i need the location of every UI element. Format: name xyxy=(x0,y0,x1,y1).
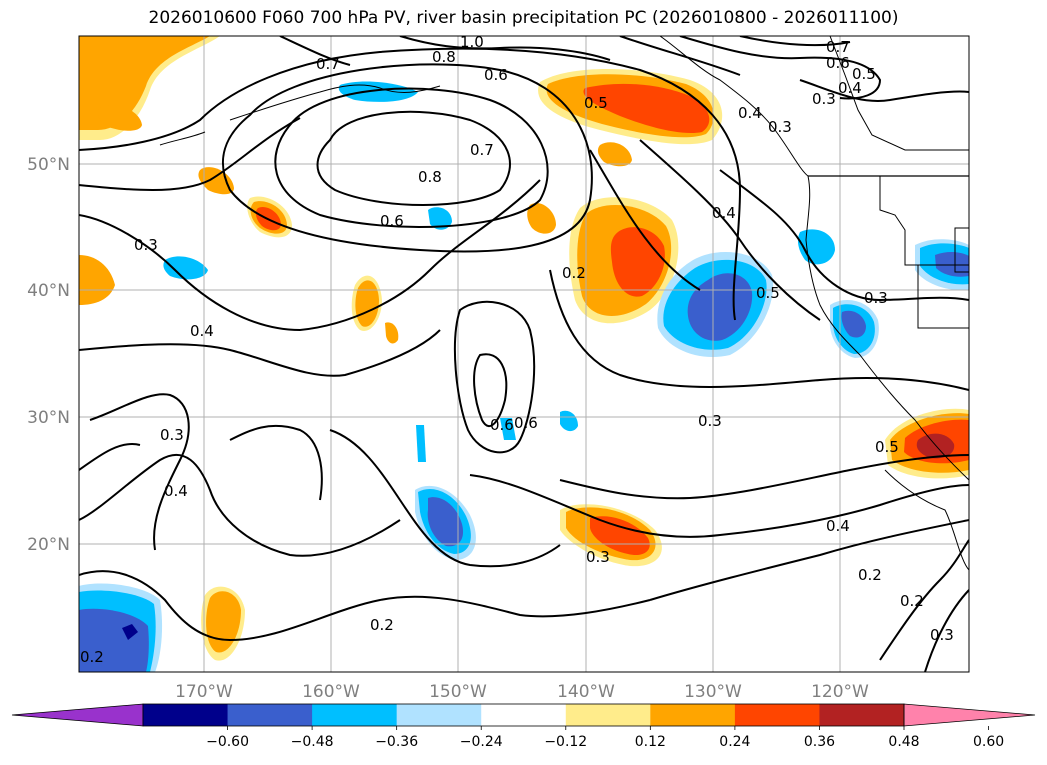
colorbar-segment xyxy=(227,704,313,726)
contour-label: 0.6 xyxy=(514,414,538,432)
colorbar-tick-label: 0.60 xyxy=(973,734,1004,750)
contour-label: 0.4 xyxy=(164,482,188,500)
contour-label: 0.7 xyxy=(826,38,850,56)
contour-label: 0.6 xyxy=(380,212,404,230)
colorbar-tick-label: −0.36 xyxy=(375,734,418,750)
contour-label: 0.6 xyxy=(490,416,514,434)
contour-label: 0.3 xyxy=(864,289,888,307)
negative-anomaly-southwest xyxy=(79,583,163,672)
colorbar-tick-label: −0.24 xyxy=(460,734,503,750)
contour-label: 0.5 xyxy=(875,438,899,456)
colorbar-extend-low xyxy=(11,703,144,727)
chart-title: 2026010600 F060 700 hPa PV, river basin … xyxy=(148,8,899,28)
map-background xyxy=(79,36,969,672)
contour-label: 0.4 xyxy=(826,517,850,535)
contour-label: 0.7 xyxy=(470,141,494,159)
latitude-labels: 50°N 40°N 30°N 20°N xyxy=(27,155,70,555)
contour-label: 1.0 xyxy=(460,33,484,51)
contour-label: 0.7 xyxy=(316,55,340,73)
positive-anomaly-gulf-of-alaska xyxy=(538,69,723,145)
contour-label: 0.3 xyxy=(768,118,792,136)
positive-anomaly-central xyxy=(569,197,679,324)
contour-label: 0.3 xyxy=(586,548,610,566)
lon-label-160w: 160°W xyxy=(302,682,360,702)
contour-label: 0.5 xyxy=(584,94,608,112)
lon-label-150w: 150°W xyxy=(429,682,487,702)
contour-label: 0.4 xyxy=(738,104,762,122)
contour-label: 0.2 xyxy=(858,566,882,584)
lon-label-140w: 140°W xyxy=(557,682,615,702)
colorbar: −0.60 −0.48 −0.36 −0.24 −0.12 0.12 0.24 0.36 0.4… xyxy=(11,703,1036,750)
colorbar-frame xyxy=(142,703,905,727)
colorbar-tick-label: 0.36 xyxy=(804,734,835,750)
positive-anomaly-subtropical xyxy=(560,504,662,567)
contour-label: 0.3 xyxy=(812,90,836,108)
colorbar-tick-label: −0.60 xyxy=(206,734,249,750)
contour-label: 0.5 xyxy=(852,65,876,83)
contour-label: 0.2 xyxy=(562,264,586,282)
contour-label: 0.4 xyxy=(838,79,862,97)
colorbar-segment xyxy=(312,704,398,726)
contour-label: 0.6 xyxy=(484,66,508,84)
contour-label: 0.3 xyxy=(698,412,722,430)
colorbar-segment xyxy=(481,704,567,726)
lat-label-20n: 20°N xyxy=(27,535,70,555)
colorbar-tick-label: 0.24 xyxy=(719,734,750,750)
lat-label-40n: 40°N xyxy=(27,281,70,301)
contour-label: 0.3 xyxy=(930,626,954,644)
contour-label: 0.3 xyxy=(160,426,184,444)
map-frame xyxy=(78,35,970,673)
colorbar-segment xyxy=(565,704,651,726)
colorbar-extend-high xyxy=(903,703,1036,727)
longitude-labels: 170°W 160°W 150°W 140°W 130°W 120°W xyxy=(175,682,869,702)
lat-label-50n: 50°N xyxy=(27,155,70,175)
colorbar-tick-label: −0.48 xyxy=(291,734,334,750)
lon-label-120w: 120°W xyxy=(811,682,869,702)
contour-label: 0.4 xyxy=(190,322,214,340)
contour-label: 0.8 xyxy=(432,48,456,66)
lat-label-30n: 30°N xyxy=(27,408,70,428)
contour-label: 0.4 xyxy=(712,204,736,222)
lon-label-130w: 130°W xyxy=(684,682,742,702)
colorbar-segment xyxy=(650,704,736,726)
colorbar-tick-label: −0.12 xyxy=(544,734,587,750)
colorbar-segment xyxy=(734,704,820,726)
contour-label: 0.2 xyxy=(900,592,924,610)
contour-label: 0.6 xyxy=(826,54,850,72)
colorbar-segment xyxy=(819,704,905,726)
contour-label: 0.3 xyxy=(134,236,158,254)
colorbar-tick-label: 0.12 xyxy=(635,734,666,750)
coastlines xyxy=(159,36,969,571)
pv-contours xyxy=(79,36,969,672)
contour-labels: 1.0 0.8 0.7 0.6 0.5 0.4 0.3 0.7 0.6 0.5 … xyxy=(80,33,954,666)
colorbar-segment xyxy=(143,704,229,726)
contour-label: 0.2 xyxy=(370,616,394,634)
contour-label: 0.5 xyxy=(756,284,780,302)
colorbar-segment xyxy=(396,704,482,726)
colorbar-tick-label: 0.48 xyxy=(888,734,919,750)
contour-label: 0.2 xyxy=(80,648,104,666)
lon-label-170w: 170°W xyxy=(175,682,233,702)
contour-label: 0.8 xyxy=(418,168,442,186)
negative-anomaly-california xyxy=(829,300,879,358)
